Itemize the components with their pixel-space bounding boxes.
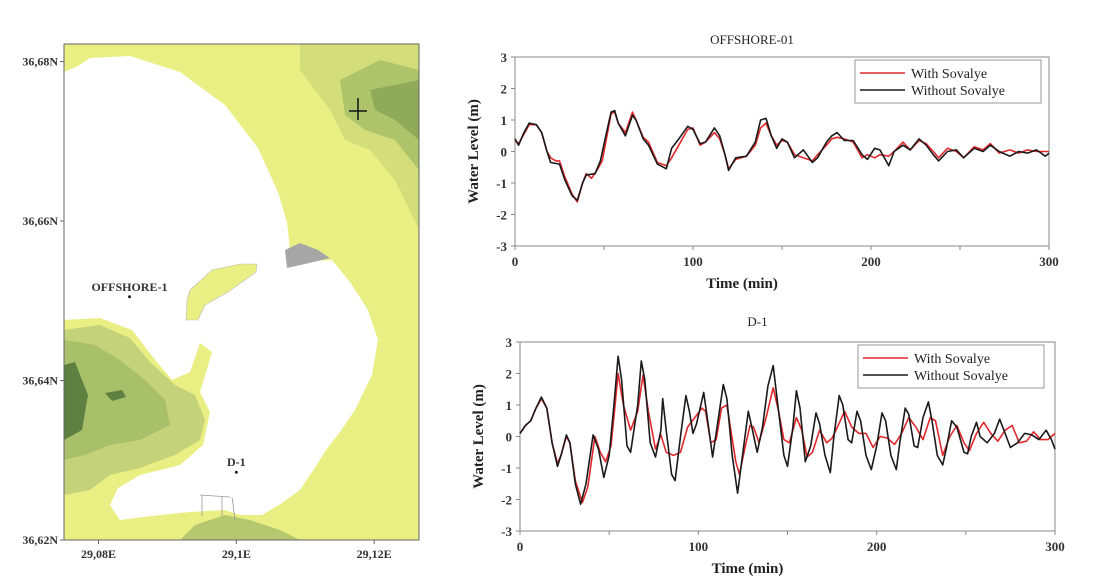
station-marker xyxy=(234,470,238,474)
y-tick-label: 2 xyxy=(506,367,513,382)
x-tick-label: 300 xyxy=(1045,539,1065,554)
x-tick-label: 200 xyxy=(861,254,881,269)
x-axis-label: Time (min) xyxy=(712,561,784,577)
map-frame xyxy=(63,43,420,541)
legend-box xyxy=(857,344,1045,389)
legend: With Sovalye Without Sovalye xyxy=(857,344,1045,389)
y-axis-label: Water Level (m) xyxy=(466,99,482,204)
legend-label: Without Sovalye xyxy=(911,84,1005,99)
y-tick-label: -3 xyxy=(501,524,512,539)
chart-title: OFFSHORE-01 xyxy=(710,32,794,47)
y-tick-label: -2 xyxy=(496,208,507,223)
station-label: OFFSHORE-1 xyxy=(91,280,167,294)
map-hill-sw-peak xyxy=(64,362,88,440)
lon-label: 29,12E xyxy=(357,547,392,561)
y-tick-label: 1 xyxy=(501,113,508,128)
lat-label: 36,64N xyxy=(22,374,58,388)
station-marker xyxy=(127,295,131,299)
lon-label: 29,08E xyxy=(81,547,116,561)
map-island xyxy=(185,263,258,321)
y-tick-label: 0 xyxy=(501,145,508,160)
chart-offshore-01: OFFSHORE-01 3 2 1 0 -1 -2 -3 0 100 200 300 Time (min… xyxy=(466,32,1059,292)
lat-label: 36,62N xyxy=(22,533,58,547)
y-tick-label: 1 xyxy=(506,398,513,413)
x-tick-label: 100 xyxy=(689,539,709,554)
y-tick-label: 3 xyxy=(501,50,508,65)
y-tick-label: -3 xyxy=(496,239,507,254)
series-line-with-sovalye xyxy=(514,111,1049,203)
legend: With Sovalye Without Sovalye xyxy=(854,59,1042,104)
y-tick-label: -1 xyxy=(501,461,512,476)
y-tick-label: -1 xyxy=(496,176,507,191)
station-label: D-1 xyxy=(227,455,246,469)
map-town xyxy=(285,243,330,268)
y-tick-label: 0 xyxy=(506,430,513,445)
legend-box xyxy=(854,59,1042,104)
y-tick-label: -2 xyxy=(501,493,512,508)
map-hill-south xyxy=(180,515,300,540)
x-tick-label: 0 xyxy=(512,254,519,269)
x-tick-label: 0 xyxy=(517,539,524,554)
lat-label: 36,66N xyxy=(22,214,58,228)
legend-label: Without Sovalye xyxy=(914,369,1008,384)
map-harbour-structure xyxy=(199,494,236,521)
study-area-map: 36,68N 36,66N 36,64N 36,62N 29,08E 29,1E 29,12… xyxy=(22,43,420,561)
legend-label: With Sovalye xyxy=(914,352,990,367)
x-axis-label: Time (min) xyxy=(706,276,778,292)
map-hill-ne-peak xyxy=(370,80,419,140)
series-line-with-sovalye xyxy=(519,372,1056,504)
lon-label: 29,1E xyxy=(222,547,251,561)
map-hill-sw-high xyxy=(64,340,170,460)
x-tick-label: 100 xyxy=(683,254,703,269)
legend-label: With Sovalye xyxy=(911,67,987,82)
series-line-without-sovalye xyxy=(519,355,1056,505)
chart-d-1: D-1 3 2 1 0 -1 -2 -3 0 100 200 300 Time (min) Water L… xyxy=(471,314,1065,577)
y-tick-label: 3 xyxy=(506,335,513,350)
x-tick-label: 200 xyxy=(867,539,887,554)
y-axis-label: Water Level (m) xyxy=(471,384,487,489)
chart-title: D-1 xyxy=(747,314,767,329)
y-tick-label: 2 xyxy=(501,82,508,97)
map-hill-sw-spot xyxy=(105,390,126,401)
series-line-without-sovalye xyxy=(514,109,1050,202)
lat-label: 36,68N xyxy=(22,55,58,69)
x-tick-label: 300 xyxy=(1039,254,1059,269)
north-crosshair-icon xyxy=(349,98,367,120)
